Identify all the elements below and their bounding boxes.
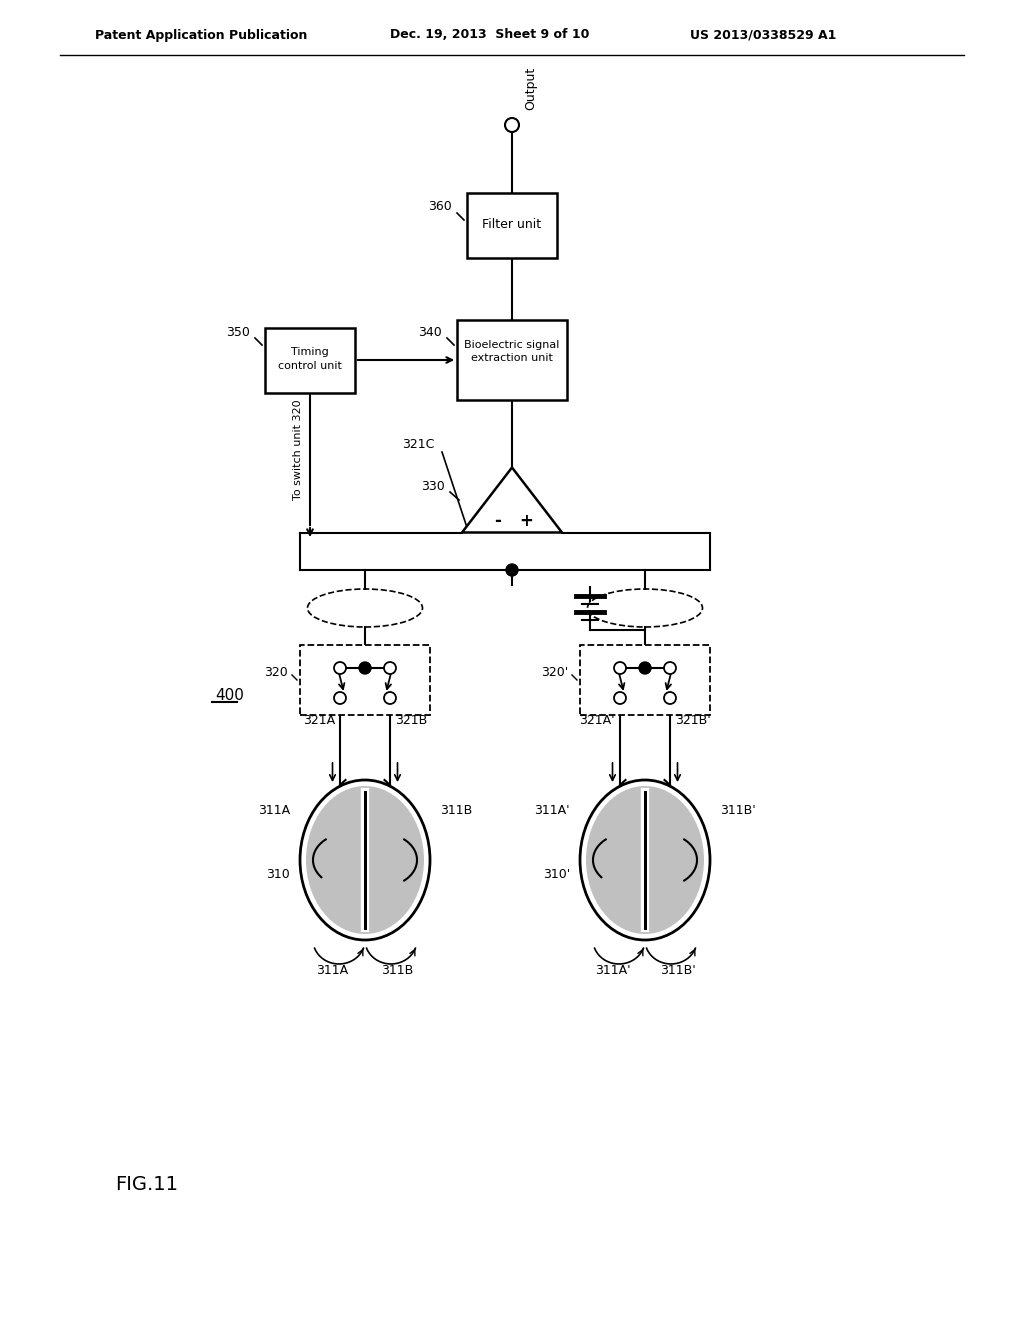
Text: 321B': 321B' bbox=[675, 714, 711, 726]
Text: Output: Output bbox=[524, 67, 537, 110]
Text: 321C: 321C bbox=[401, 438, 434, 451]
Text: 311B: 311B bbox=[440, 804, 472, 817]
Text: 311A': 311A' bbox=[535, 804, 570, 817]
Ellipse shape bbox=[586, 785, 705, 935]
Circle shape bbox=[506, 564, 518, 576]
Text: 330: 330 bbox=[421, 479, 445, 492]
Ellipse shape bbox=[306, 785, 424, 935]
Text: 321A': 321A' bbox=[580, 714, 615, 726]
Text: 310: 310 bbox=[266, 869, 290, 882]
Circle shape bbox=[664, 692, 676, 704]
Bar bbox=[265, 327, 355, 392]
Bar bbox=[580, 645, 710, 715]
Circle shape bbox=[384, 663, 396, 675]
Text: US 2013/0338529 A1: US 2013/0338529 A1 bbox=[690, 29, 837, 41]
Text: 320': 320' bbox=[541, 665, 568, 678]
Bar bbox=[457, 319, 567, 400]
Text: 310': 310' bbox=[543, 869, 570, 882]
Text: -: - bbox=[495, 511, 502, 529]
Text: 320: 320 bbox=[264, 665, 288, 678]
Text: 400: 400 bbox=[215, 688, 244, 702]
Circle shape bbox=[664, 663, 676, 675]
Text: +: + bbox=[519, 511, 532, 529]
Polygon shape bbox=[462, 467, 562, 532]
Bar bbox=[467, 193, 557, 257]
Text: extraction unit: extraction unit bbox=[471, 352, 553, 363]
Text: 350: 350 bbox=[226, 326, 250, 338]
Text: 321B: 321B bbox=[395, 714, 427, 726]
Circle shape bbox=[359, 663, 371, 675]
Text: 311A: 311A bbox=[316, 964, 348, 977]
Text: Dec. 19, 2013  Sheet 9 of 10: Dec. 19, 2013 Sheet 9 of 10 bbox=[390, 29, 590, 41]
Text: Filter unit: Filter unit bbox=[482, 219, 542, 231]
Circle shape bbox=[334, 663, 346, 675]
Text: Bioelectric signal: Bioelectric signal bbox=[464, 341, 560, 350]
Text: 340: 340 bbox=[418, 326, 442, 338]
Text: 311A: 311A bbox=[258, 804, 290, 817]
Bar bbox=[300, 645, 430, 715]
Text: 311B': 311B' bbox=[720, 804, 756, 817]
Text: 321A: 321A bbox=[303, 714, 335, 726]
Circle shape bbox=[639, 663, 651, 675]
Text: 311B': 311B' bbox=[659, 964, 695, 977]
Text: Patent Application Publication: Patent Application Publication bbox=[95, 29, 307, 41]
Circle shape bbox=[505, 117, 519, 132]
Ellipse shape bbox=[300, 780, 430, 940]
Text: Timing: Timing bbox=[291, 347, 329, 356]
Circle shape bbox=[384, 692, 396, 704]
Text: FIG.11: FIG.11 bbox=[115, 1176, 178, 1195]
Ellipse shape bbox=[580, 780, 710, 940]
Text: 311B: 311B bbox=[381, 964, 414, 977]
Text: 360: 360 bbox=[428, 201, 452, 214]
Circle shape bbox=[614, 692, 626, 704]
Circle shape bbox=[614, 663, 626, 675]
Text: To switch unit 320: To switch unit 320 bbox=[293, 400, 303, 500]
Text: control unit: control unit bbox=[279, 360, 342, 371]
Circle shape bbox=[334, 692, 346, 704]
Text: 311A': 311A' bbox=[595, 964, 631, 977]
